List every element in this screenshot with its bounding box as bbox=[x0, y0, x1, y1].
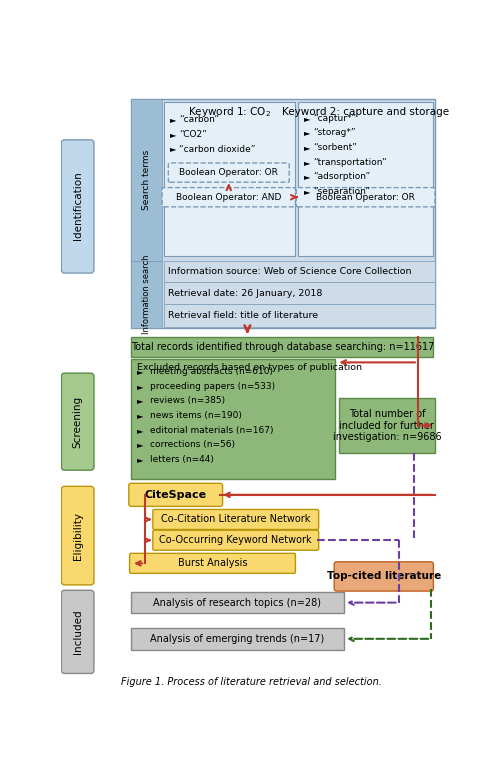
Text: editorial materials (n=167): editorial materials (n=167) bbox=[151, 426, 274, 435]
Text: Analysis of emerging trends (n=17): Analysis of emerging trends (n=17) bbox=[150, 634, 325, 644]
Text: Eligibility: Eligibility bbox=[73, 512, 82, 560]
Text: ►: ► bbox=[137, 396, 144, 406]
Text: Boolean Operator: AND: Boolean Operator: AND bbox=[176, 193, 281, 202]
Text: ►: ► bbox=[304, 158, 310, 166]
Text: Total records identified through database searching: n=11617: Total records identified through databas… bbox=[131, 342, 434, 352]
Text: Retrieval field: title of literature: Retrieval field: title of literature bbox=[168, 311, 319, 320]
Text: “separation”: “separation” bbox=[313, 187, 370, 196]
Text: Screening: Screening bbox=[73, 396, 82, 447]
Bar bbox=[164, 304, 435, 327]
Text: ►: ► bbox=[304, 173, 310, 181]
Text: Boolean Operator: OR: Boolean Operator: OR bbox=[179, 168, 278, 177]
Text: Information search: Information search bbox=[142, 254, 151, 334]
Bar bbox=[164, 102, 296, 256]
Text: “carbon dioxide”: “carbon dioxide” bbox=[179, 145, 255, 153]
Text: ►: ► bbox=[304, 187, 310, 196]
Text: “carbon”: “carbon” bbox=[179, 115, 219, 125]
Text: corrections (n=56): corrections (n=56) bbox=[151, 440, 236, 449]
Text: Included: Included bbox=[73, 610, 82, 654]
Text: “CO2”: “CO2” bbox=[179, 130, 207, 139]
FancyBboxPatch shape bbox=[153, 509, 319, 529]
FancyBboxPatch shape bbox=[162, 187, 296, 207]
Text: “storag*”: “storag*” bbox=[313, 128, 356, 138]
Text: Information source: Web of Science Core Collection: Information source: Web of Science Core … bbox=[168, 267, 412, 276]
Bar bbox=[131, 261, 162, 327]
Text: Keyword 2: capture and storage: Keyword 2: capture and storage bbox=[282, 107, 449, 117]
FancyBboxPatch shape bbox=[61, 591, 94, 673]
Text: Total number of
included for further
investigation: n=9686: Total number of included for further inv… bbox=[332, 409, 441, 442]
Text: ►: ► bbox=[170, 115, 176, 125]
Bar bbox=[131, 99, 162, 261]
Bar bbox=[298, 102, 434, 256]
Text: ►: ► bbox=[137, 367, 144, 376]
FancyBboxPatch shape bbox=[296, 187, 435, 207]
Text: Boolean Operator: OR: Boolean Operator: OR bbox=[316, 193, 414, 202]
Bar bbox=[131, 592, 344, 614]
Text: Search terms: Search terms bbox=[142, 149, 151, 210]
Text: Burst Analysis: Burst Analysis bbox=[178, 558, 247, 568]
Text: ►: ► bbox=[170, 145, 176, 153]
Text: ►: ► bbox=[304, 114, 310, 123]
Text: Keyword 1: CO$_2$: Keyword 1: CO$_2$ bbox=[188, 105, 271, 119]
Text: ►: ► bbox=[304, 143, 310, 152]
Text: “captur*”: “captur*” bbox=[313, 114, 356, 123]
Text: proceeding papers (n=533): proceeding papers (n=533) bbox=[151, 382, 275, 391]
Text: CiteSpace: CiteSpace bbox=[144, 490, 206, 500]
Text: Figure 1. Process of literature retrieval and selection.: Figure 1. Process of literature retrieva… bbox=[121, 677, 382, 687]
FancyBboxPatch shape bbox=[61, 140, 94, 273]
Bar bbox=[339, 398, 435, 454]
Text: Co-Occurring Keyword Network: Co-Occurring Keyword Network bbox=[160, 536, 312, 545]
Text: reviews (n=385): reviews (n=385) bbox=[151, 396, 226, 406]
Text: Analysis of research topics (n=28): Analysis of research topics (n=28) bbox=[153, 598, 321, 608]
Text: letters (n=44): letters (n=44) bbox=[151, 455, 215, 464]
Text: ►: ► bbox=[137, 382, 144, 391]
Text: Excluded records based on types of publication: Excluded records based on types of publi… bbox=[136, 363, 361, 372]
FancyBboxPatch shape bbox=[61, 373, 94, 470]
FancyBboxPatch shape bbox=[129, 483, 222, 506]
Text: “sorbent”: “sorbent” bbox=[313, 143, 357, 152]
Bar bbox=[164, 283, 435, 304]
FancyBboxPatch shape bbox=[168, 163, 289, 182]
Text: ►: ► bbox=[137, 440, 144, 449]
FancyBboxPatch shape bbox=[130, 553, 296, 574]
Text: “transportation”: “transportation” bbox=[313, 158, 387, 166]
Bar bbox=[131, 337, 434, 357]
Text: ►: ► bbox=[137, 455, 144, 464]
Text: “adsorption”: “adsorption” bbox=[313, 173, 370, 181]
Text: Co-Citation Literature Network: Co-Citation Literature Network bbox=[161, 515, 310, 525]
Text: meeting abstracts (n=610): meeting abstracts (n=610) bbox=[151, 367, 273, 376]
Bar bbox=[131, 99, 435, 327]
Text: ►: ► bbox=[137, 411, 144, 420]
Text: ►: ► bbox=[170, 130, 176, 139]
Text: news items (n=190): news items (n=190) bbox=[151, 411, 243, 420]
FancyBboxPatch shape bbox=[153, 530, 319, 550]
Text: Retrieval date: 26 January, 2018: Retrieval date: 26 January, 2018 bbox=[168, 289, 323, 297]
FancyBboxPatch shape bbox=[61, 486, 94, 585]
Text: Identification: Identification bbox=[73, 172, 82, 241]
Text: Top-cited literature: Top-cited literature bbox=[327, 571, 441, 581]
Bar bbox=[164, 261, 435, 283]
Text: ►: ► bbox=[137, 426, 144, 435]
FancyBboxPatch shape bbox=[334, 562, 434, 591]
Bar bbox=[131, 628, 344, 649]
Bar bbox=[131, 359, 335, 478]
Text: ►: ► bbox=[304, 128, 310, 138]
